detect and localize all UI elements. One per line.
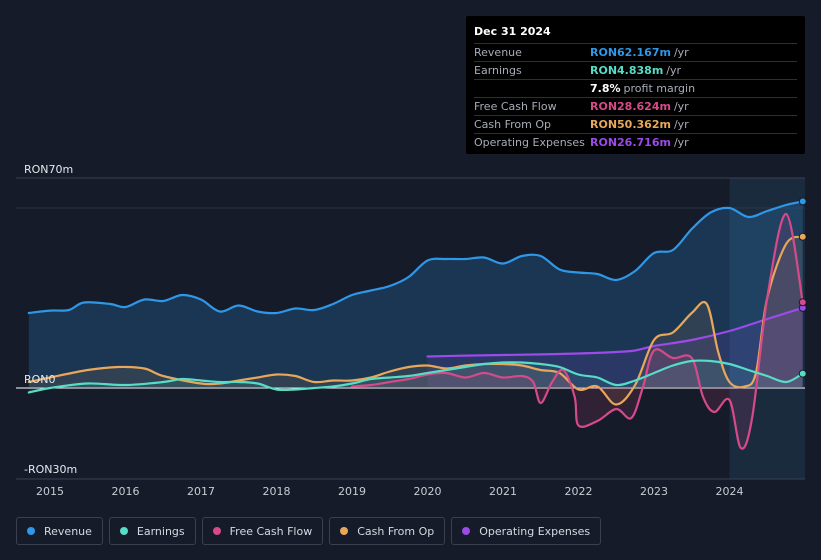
x-tick-label: 2022 bbox=[564, 485, 592, 498]
tooltip-row-value: RON62.167m bbox=[590, 46, 671, 59]
cash-from-op-area bbox=[28, 236, 803, 405]
free-cash-flow-line bbox=[350, 212, 804, 450]
tooltip-row-label: Operating Expenses bbox=[474, 136, 585, 149]
tooltip-row-unit: profit margin bbox=[623, 82, 696, 95]
tooltip-row-unit: /yr bbox=[666, 64, 682, 77]
tooltip-row-unit: /yr bbox=[673, 100, 689, 113]
grid-lines bbox=[16, 177, 805, 480]
tooltip-row-value: RON28.624m bbox=[590, 100, 671, 113]
legend-dot-icon bbox=[212, 527, 221, 535]
legend-dot-icon bbox=[27, 527, 35, 535]
tooltip-row-label bbox=[474, 80, 590, 97]
y-axis-labels: RON70m RON0 -RON30m bbox=[24, 163, 77, 476]
legend-label: Cash From Op bbox=[357, 524, 435, 538]
cash-from-op-line bbox=[27, 235, 804, 406]
x-tick-label: 2018 bbox=[262, 485, 290, 498]
y-tick-label: -RON30m bbox=[24, 463, 77, 476]
tooltip-row: Earnings RON4.838m/yr bbox=[474, 62, 797, 80]
revenue-area bbox=[28, 201, 803, 388]
tooltip-row: Cash From Op RON50.362m/yr bbox=[474, 116, 797, 134]
tooltip-row: Operating Expenses RON26.716m/yr bbox=[474, 134, 797, 151]
series-endpoints bbox=[798, 197, 807, 378]
tooltip-row: Free Cash Flow RON28.624m/yr bbox=[474, 98, 797, 116]
tooltip-row-value: 7.8% bbox=[590, 82, 621, 95]
tooltip-date: Dec 31 2024 bbox=[474, 24, 797, 44]
legend: Revenue Earnings Free Cash Flow Cash From O… bbox=[16, 517, 602, 545]
tooltip-row-value: RON4.838m bbox=[590, 64, 664, 77]
series-lines bbox=[27, 200, 804, 450]
x-tick-label: 2020 bbox=[413, 485, 441, 498]
y-tick-label: RON70m bbox=[24, 163, 73, 176]
free-cash-flow-area bbox=[352, 213, 803, 449]
forecast-highlight bbox=[729, 178, 805, 479]
tooltip-row: 7.8% profit margin bbox=[474, 80, 797, 98]
tooltip-row-label: Earnings bbox=[474, 64, 522, 77]
free-cash-flow-end-point bbox=[798, 298, 807, 307]
x-tick-label: 2019 bbox=[338, 485, 366, 498]
legend-dot-icon bbox=[119, 527, 128, 535]
legend-dot-icon bbox=[340, 527, 349, 535]
tooltip-rows: Revenue RON62.167m/yr Earnings RON4.838m/yr… bbox=[474, 44, 797, 151]
legend-label: Operating Expenses bbox=[479, 524, 591, 538]
legend-item-operating-expenses[interactable]: Operating Expenses bbox=[451, 517, 602, 545]
legend-label: Earnings bbox=[136, 524, 185, 538]
revenue-line bbox=[27, 200, 804, 315]
tooltip-row-label: Free Cash Flow bbox=[474, 100, 557, 113]
cash-from-op-end-point bbox=[798, 232, 807, 241]
y-tick-label: RON0 bbox=[24, 373, 56, 386]
tooltip-row-label: Cash From Op bbox=[474, 118, 552, 131]
tooltip-row-value: RON26.716m bbox=[590, 136, 671, 149]
x-tick-label: 2024 bbox=[715, 485, 743, 498]
series-areas bbox=[28, 201, 803, 449]
tooltip-row-unit: /yr bbox=[673, 118, 689, 131]
legend-dot-icon bbox=[462, 527, 471, 535]
earnings-line bbox=[27, 359, 804, 394]
tooltip-row-value: RON50.362m bbox=[590, 118, 671, 131]
legend-label: Free Cash Flow bbox=[229, 524, 313, 538]
x-tick-label: 2016 bbox=[111, 485, 139, 498]
earnings-end-point bbox=[798, 369, 807, 378]
x-tick-label: 2021 bbox=[489, 485, 517, 498]
legend-item-earnings[interactable]: Earnings bbox=[108, 517, 196, 545]
operating-expenses-line bbox=[426, 306, 804, 358]
tooltip-row: Revenue RON62.167m/yr bbox=[474, 44, 797, 62]
legend-item-cash-from-op[interactable]: Cash From Op bbox=[329, 517, 446, 545]
tooltip-row-label: Revenue bbox=[474, 46, 522, 59]
x-tick-label: 2023 bbox=[640, 485, 668, 498]
tooltip: Dec 31 2024 Revenue RON62.167m/yr Earnings… bbox=[466, 16, 805, 154]
legend-label: Revenue bbox=[44, 524, 92, 538]
tooltip-row-unit: /yr bbox=[673, 136, 689, 149]
operating-expenses-area bbox=[427, 307, 803, 388]
legend-item-revenue[interactable]: Revenue bbox=[16, 517, 103, 545]
tooltip-row-unit: /yr bbox=[673, 46, 689, 59]
x-axis-labels: 2015 2016 2017 2018 2019 2020 2021 2022 2023 2024 bbox=[36, 485, 744, 498]
x-tick-label: 2015 bbox=[36, 485, 64, 498]
legend-item-free-cash-flow[interactable]: Free Cash Flow bbox=[201, 517, 324, 545]
x-tick-label: 2017 bbox=[187, 485, 215, 498]
revenue-end-point bbox=[798, 197, 807, 206]
